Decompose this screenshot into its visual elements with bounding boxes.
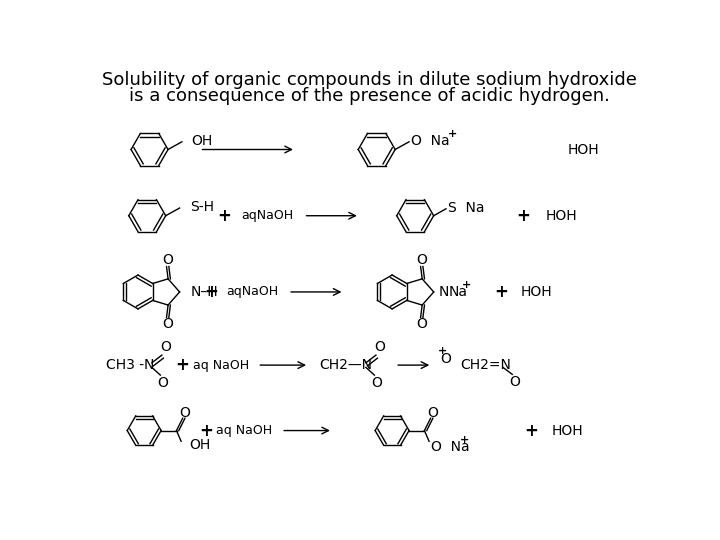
Text: O: O [428,406,438,420]
Text: +: + [516,207,530,225]
Text: S-H: S-H [190,200,215,214]
Text: O: O [417,316,428,330]
Text: N–H: N–H [190,285,218,299]
Text: CH3 -: CH3 - [106,358,144,372]
Text: aqNaOH: aqNaOH [226,286,278,299]
Text: +: + [438,346,448,356]
Text: HOH: HOH [546,209,577,222]
Text: N: N [143,358,154,372]
Text: aq NaOH: aq NaOH [216,424,272,437]
Text: +: + [199,422,212,440]
Text: +: + [176,356,189,374]
Text: Solubility of organic compounds in dilute sodium hydroxide: Solubility of organic compounds in dilut… [102,71,636,89]
Text: HOH: HOH [552,423,583,437]
Text: +: + [462,280,472,290]
Text: +: + [495,283,508,301]
Text: O  Na: O Na [431,440,470,454]
Text: Na: Na [449,285,468,299]
Text: O: O [374,340,385,354]
Text: O: O [161,340,171,354]
Text: aq NaOH: aq NaOH [193,359,249,372]
Text: aqNaOH: aqNaOH [241,209,294,222]
Text: O: O [163,253,174,267]
Text: CH2=N: CH2=N [460,358,510,372]
Text: N: N [438,285,449,299]
Text: HOH: HOH [521,285,552,299]
Text: O: O [509,375,520,389]
Text: is a consequence of the presence of acidic hydrogen.: is a consequence of the presence of acid… [129,86,609,105]
Text: O: O [417,253,428,267]
Text: +: + [217,207,231,225]
Text: +: + [523,422,538,440]
Text: HOH: HOH [567,143,599,157]
Text: OH: OH [189,438,210,452]
Text: +: + [204,283,218,301]
Text: +: + [448,129,456,139]
Text: O: O [157,376,168,390]
Text: OH: OH [191,134,212,148]
Text: O: O [441,352,451,366]
Text: O: O [179,406,190,420]
Text: O  Na: O Na [411,134,450,148]
Text: O: O [163,316,174,330]
Text: CH2—N: CH2—N [320,358,373,372]
Text: O: O [372,376,382,390]
Text: +: + [460,435,469,445]
Text: S  Na: S Na [449,201,485,215]
